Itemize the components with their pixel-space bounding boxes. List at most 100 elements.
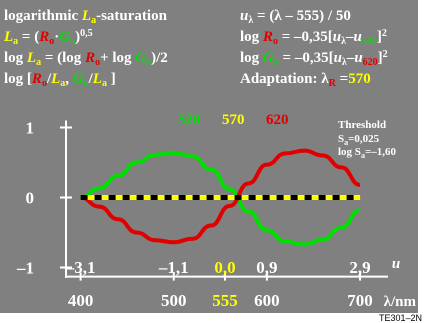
formula-left-3-part: , (65, 71, 73, 87)
formula-right-0-part: = (λ – 555) / 50 (253, 8, 351, 24)
formula-right-2: log Go = –0,35[uλ–u620]2 (240, 49, 388, 68)
formula-left-1-part: a (13, 36, 18, 47)
formula-left-2-part: )/2 (151, 50, 168, 66)
formula-left-3-part: ] (107, 71, 116, 87)
threshold-line-2: log Sa=–1,60 (338, 146, 396, 160)
u-axis-label: u (392, 256, 400, 272)
formula-right-2-part: ] (378, 50, 383, 66)
formula-left-2: log La = (log Ro+ log Go)/2 (4, 50, 168, 68)
axes (60, 120, 388, 281)
formula-right-1-part: 2 (382, 28, 387, 39)
formula-left-1-part: G (59, 29, 70, 45)
formula-left-3-part: G (73, 71, 84, 87)
formula-left-3-part: log [ (4, 71, 32, 87)
formula-right-2-part: 620 (363, 57, 378, 68)
plot-background (0, 0, 418, 313)
threshold-title: Threshold (338, 119, 386, 131)
formula-right-2-part: u (354, 50, 362, 66)
formula-left-2-part: L (26, 50, 36, 66)
formula-right-1: log Ro = –0,35[uλ–u520]2 (240, 28, 387, 47)
formula-right-3: Adaptation: λR =570 (240, 71, 371, 89)
x-tick-label-700: 700 (347, 291, 373, 310)
formula-left-3-part: o (84, 78, 89, 89)
formula-right-2-part: – (346, 50, 355, 66)
series-red-line (80, 148, 361, 245)
formula-right-3-part: 570 (348, 71, 371, 87)
series-lines (80, 148, 361, 247)
threshold-part: log S (338, 146, 361, 158)
legend: 520 570 620 (178, 112, 289, 128)
formula-left-3-part: / (46, 71, 52, 87)
formula-left-0-part: L (81, 8, 91, 24)
formula-left-3-part: o (42, 78, 47, 89)
threshold-part: a (344, 138, 348, 147)
formula-right-1-part: R (262, 29, 273, 45)
formula-left-1-part: · (54, 29, 59, 45)
formula-left-1-part: ) (75, 29, 80, 45)
formula-left-3: log [Ro/La, Go/La ] (4, 71, 116, 89)
formula-left-2-part: + log (100, 50, 135, 66)
threshold-line-1: Sa=0,025 (338, 133, 380, 147)
y-tick-label-–1: –1 (16, 259, 34, 278)
formula-left-2-part: o (146, 57, 151, 68)
formula-left-0-part: logarithmic (4, 8, 82, 24)
formula-left-0-part: -saturation (96, 8, 167, 24)
formula-right-1-part: = –0,35[ (278, 29, 333, 45)
formula-right-2-part: log (240, 50, 263, 66)
formula-left-2-part: R (84, 50, 95, 66)
formula-right-0: uλ = (λ – 555) / 50 (240, 8, 351, 26)
legend-wavelength-570: 570 (222, 112, 245, 128)
formula-left-1-part: o (70, 36, 75, 47)
formula-right-1-part: λ (341, 36, 346, 47)
formula-right-3-part: Adaptation: λ (240, 71, 329, 87)
y-tick-label-0: 0 (26, 189, 35, 208)
formula-left-1-part: = ( (18, 29, 39, 45)
figure-code: TE301–2N (378, 313, 422, 323)
formula-right-2-part: u (334, 50, 342, 66)
formula-right-0-part: λ (248, 15, 253, 26)
formula-left-2-part: o (95, 57, 100, 68)
formula-right-1-part: log (240, 29, 263, 45)
x-tick-label-500: 500 (161, 291, 187, 310)
x-tick-label-400: 400 (68, 291, 94, 310)
formula-left-3-part: R (31, 71, 42, 87)
formula-right-2-part: G (263, 50, 274, 66)
series-green-line (80, 150, 361, 247)
x-tick-label-600: 600 (254, 291, 280, 310)
formula-right-1-part: u (354, 29, 362, 45)
formula-left-2-part: = (log (41, 50, 85, 66)
formula-right-0-part: u (240, 8, 248, 24)
formula-left-0: logarithmic La-saturation (4, 8, 168, 26)
legend-wavelength-620: 620 (266, 112, 289, 128)
formula-right-2-part: 2 (383, 49, 388, 60)
formula-left-2-part: G (135, 50, 146, 66)
formula-left-1-part: 0,5 (80, 28, 93, 39)
formula-right-2-part: λ (342, 57, 347, 68)
formula-left-3-part: a (102, 78, 107, 89)
formula-left-1-part: R (38, 29, 49, 45)
formula-left-3-part: / (88, 71, 94, 87)
formula-left-1-part: o (49, 36, 54, 47)
formula-left-1-part: L (3, 29, 13, 45)
formula-right-3-part: R (329, 78, 337, 89)
formula-left-3-part: L (92, 71, 102, 87)
tick-labels: 1 0 –1 –3,1 –1,1 0,0 0,9 2,9 u 400 500 555 600 700 λ/n… (16, 119, 417, 311)
formula-right-1-part: 520 (362, 36, 377, 47)
formula-right-1-part: ] (377, 29, 382, 45)
formula-left-2-part: log (4, 50, 27, 66)
formula-right-1-part: – (345, 29, 354, 45)
formula-left-0-part: a (91, 15, 96, 26)
x-axis-unit: λ/nm (384, 294, 417, 310)
formula-left-1: La = (Ro·Go)0,5 (3, 28, 93, 47)
formula-left-3-part: a (60, 78, 65, 89)
u-tick-label-–3,1: –3,1 (65, 258, 96, 277)
formula-right-1-part: u (333, 29, 341, 45)
formula-left-3-part: L (50, 71, 60, 87)
formula-left-2-part: a (36, 57, 41, 68)
y-tick-label-1: 1 (26, 119, 35, 138)
threshold-part: a (361, 151, 365, 160)
threshold-part: S (338, 133, 344, 145)
